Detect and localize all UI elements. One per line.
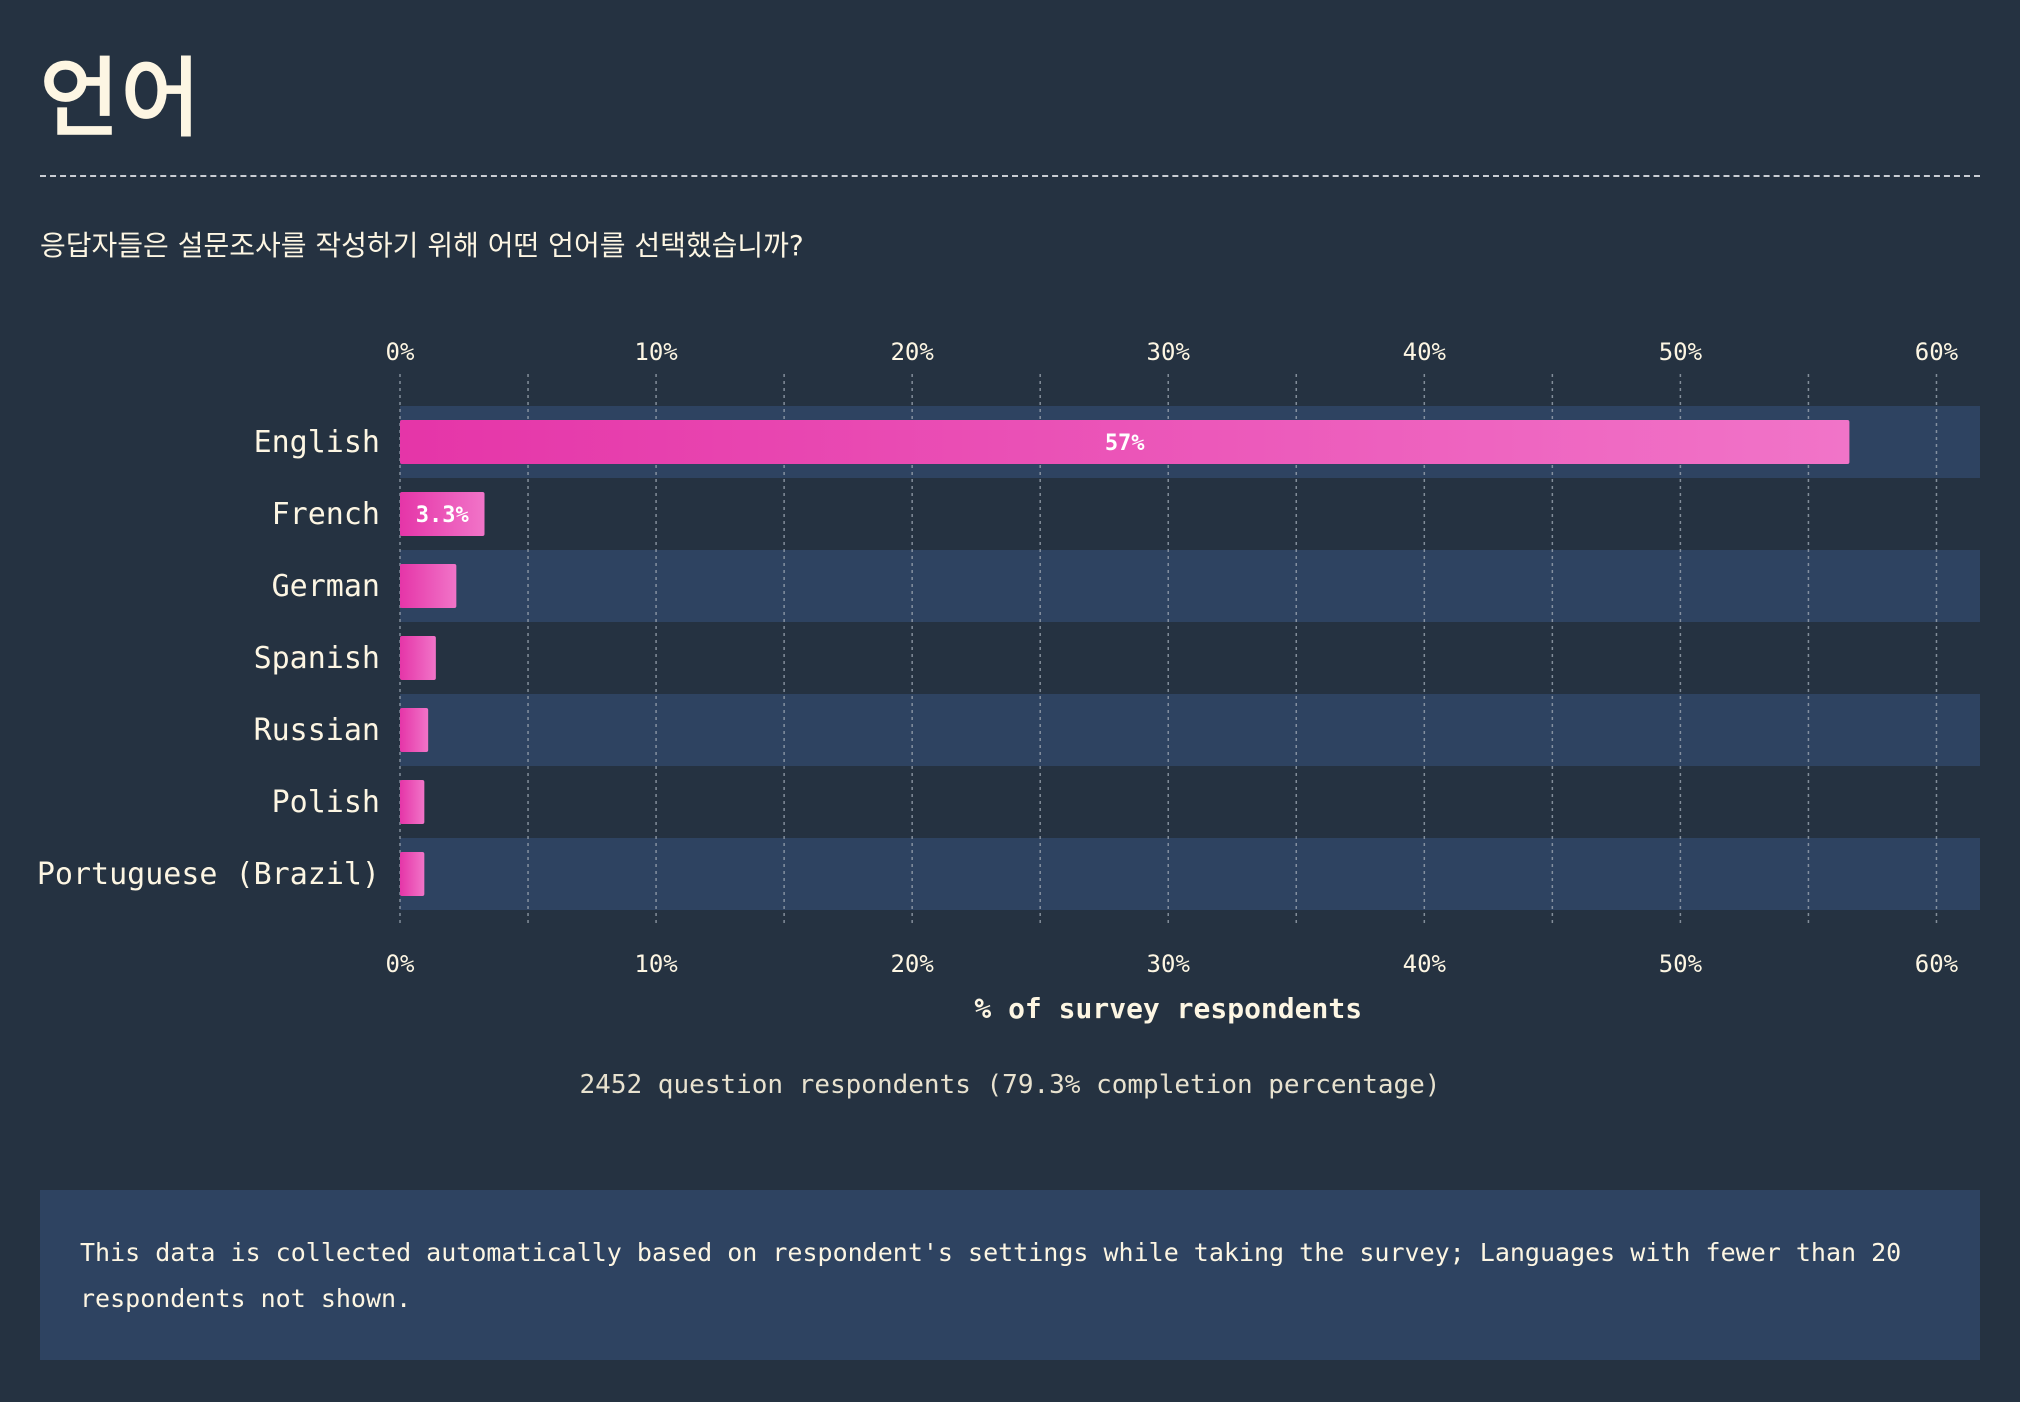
x-tick-label-bottom: 60%	[1915, 950, 1959, 978]
category-label: Spanish	[254, 641, 380, 676]
x-tick-label-top: 50%	[1659, 338, 1703, 366]
x-tick-label-bottom: 10%	[634, 950, 678, 978]
bar	[400, 708, 429, 752]
bar	[400, 636, 436, 680]
row-band	[400, 550, 1980, 622]
x-tick-label-top: 40%	[1403, 338, 1447, 366]
x-tick-label-bottom: 40%	[1403, 950, 1447, 978]
page-title: 언어	[40, 49, 203, 149]
bar	[400, 420, 1850, 464]
data-note: This data is collected automatically bas…	[40, 1190, 1980, 1360]
category-label: Portuguese (Brazil)	[37, 857, 380, 892]
x-tick-label-top: 20%	[890, 338, 934, 366]
x-tick-label-bottom: 0%	[386, 950, 415, 978]
respondent-count: 2452 question respondents (79.3% complet…	[579, 1070, 1441, 1100]
category-label: French	[272, 497, 380, 532]
language-bar-chart: 0% 0% 10% 10% 20% 20% 30% 30% 40% 40% 50% 50% 60% 60%…	[37, 338, 1980, 1025]
row-band	[400, 838, 1980, 910]
data-label: 57%	[1105, 431, 1145, 456]
bar	[400, 852, 425, 896]
chart-question: 응답자들은 설문조사를 작성하기 위해 어떤 언어를 선택했습니까?	[40, 229, 804, 262]
x-tick-label-bottom: 50%	[1659, 950, 1703, 978]
x-tick-label-top: 10%	[634, 338, 678, 366]
x-tick-label-top: 60%	[1915, 338, 1959, 366]
data-note-text: This data is collected automatically bas…	[80, 1238, 1902, 1313]
x-tick-label-bottom: 30%	[1147, 950, 1191, 978]
x-tick-label-top: 0%	[386, 338, 415, 366]
bar	[400, 780, 425, 824]
bar	[400, 564, 457, 608]
x-tick-label-bottom: 20%	[890, 950, 934, 978]
x-tick-label-top: 30%	[1147, 338, 1191, 366]
data-label: 3.3%	[416, 503, 470, 528]
category-label: English	[254, 425, 380, 460]
category-label: Polish	[272, 785, 380, 820]
category-label: Russian	[254, 713, 380, 748]
category-label: German	[272, 569, 380, 604]
bar	[400, 492, 485, 536]
x-axis-label: % of survey respondents	[974, 992, 1362, 1025]
title-divider	[40, 175, 1980, 177]
row-band	[400, 694, 1980, 766]
